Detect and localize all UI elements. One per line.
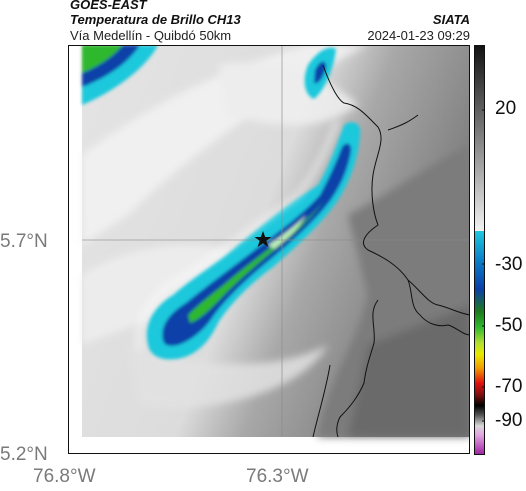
lat-label-5-2: 5.2°N <box>0 444 48 465</box>
lon-label-76-3: 76.3°W <box>246 466 309 487</box>
cold-cloud-north <box>304 47 336 99</box>
colorbar-label-minus-30: -30 <box>495 254 523 275</box>
product-title: Temperatura de Brillo CH13 <box>70 12 241 27</box>
cold-cloud-northwest <box>82 45 158 105</box>
temperature-colorbar <box>474 45 485 455</box>
colorbar-label-minus-90: -90 <box>495 410 523 431</box>
location-star-icon <box>254 231 272 247</box>
cold-cloud-band <box>146 122 361 360</box>
datetime-label: 2024-01-23 09:29 <box>367 28 470 43</box>
satellite-map <box>68 45 470 454</box>
boundary-lines <box>312 64 470 438</box>
colorbar-label-minus-70: -70 <box>495 376 523 397</box>
colorbar-label-20: 20 <box>495 98 517 119</box>
route-subtitle: Vía Medellín - Quibdó 50km <box>70 28 232 43</box>
lon-label-76-8: 76.8°W <box>33 466 96 487</box>
colorbar-label-minus-50: -50 <box>495 315 523 336</box>
agency-label: SIATA <box>432 12 470 27</box>
lat-label-5-7: 5.7°N <box>0 231 48 252</box>
map-frame <box>68 45 470 454</box>
satellite-title: GOES-EAST <box>70 0 147 12</box>
grid-lines <box>82 45 470 437</box>
